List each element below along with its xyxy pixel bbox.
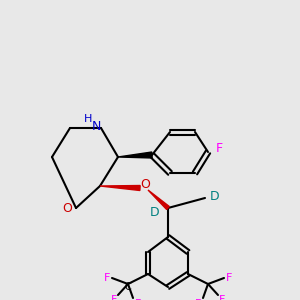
Text: F: F — [215, 142, 223, 155]
Text: F: F — [195, 299, 201, 300]
Text: D: D — [210, 190, 220, 202]
Polygon shape — [148, 190, 169, 209]
Text: F: F — [135, 299, 141, 300]
Text: O: O — [62, 202, 72, 215]
Text: F: F — [226, 273, 232, 283]
Text: O: O — [140, 178, 150, 190]
Polygon shape — [118, 152, 152, 158]
Text: C: C — [124, 282, 131, 292]
Text: H: H — [84, 114, 92, 124]
Polygon shape — [100, 185, 140, 190]
Text: D: D — [150, 206, 160, 218]
Text: F: F — [219, 295, 225, 300]
Text: F: F — [104, 273, 110, 283]
Text: F: F — [111, 295, 117, 300]
Text: N: N — [91, 121, 101, 134]
